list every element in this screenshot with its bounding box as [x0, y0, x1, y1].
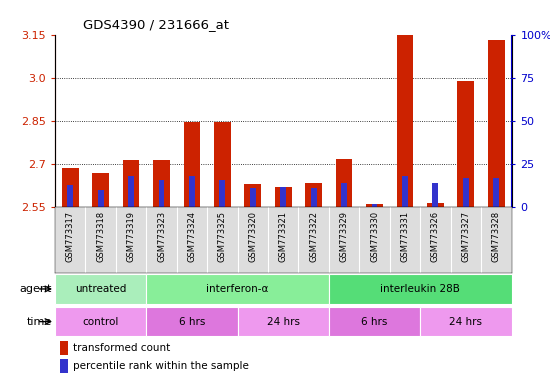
Bar — [62, 169, 79, 207]
Bar — [311, 188, 317, 207]
Text: GSM773321: GSM773321 — [279, 210, 288, 262]
Text: GSM773322: GSM773322 — [309, 210, 318, 262]
Text: GSM773317: GSM773317 — [65, 210, 75, 262]
Bar — [219, 180, 226, 207]
Bar — [244, 184, 261, 207]
Bar — [329, 274, 512, 304]
Bar — [123, 160, 140, 207]
Bar — [305, 183, 322, 207]
Text: 6 hrs: 6 hrs — [179, 316, 205, 327]
Text: 24 hrs: 24 hrs — [267, 316, 300, 327]
Bar — [98, 190, 103, 207]
Bar — [397, 35, 414, 207]
Bar — [336, 159, 353, 207]
Text: GSM773320: GSM773320 — [248, 210, 257, 262]
Text: GSM773327: GSM773327 — [461, 210, 470, 262]
Text: GSM773318: GSM773318 — [96, 210, 105, 262]
Bar — [146, 274, 329, 304]
Bar — [488, 40, 505, 207]
Bar — [458, 81, 474, 207]
Bar — [153, 160, 170, 207]
Text: interleukin 28B: interleukin 28B — [380, 284, 460, 294]
Bar — [341, 183, 347, 207]
Bar — [366, 204, 383, 207]
Bar — [59, 359, 68, 373]
Bar — [146, 307, 238, 336]
Text: transformed count: transformed count — [73, 343, 170, 353]
Bar — [92, 173, 109, 207]
Bar — [189, 176, 195, 207]
Text: 24 hrs: 24 hrs — [449, 316, 482, 327]
Text: untreated: untreated — [75, 284, 127, 294]
Bar — [463, 178, 469, 207]
Bar — [329, 307, 420, 336]
Text: GSM773324: GSM773324 — [188, 210, 196, 262]
Bar — [432, 183, 438, 207]
Text: GSM773323: GSM773323 — [157, 210, 166, 262]
Bar — [55, 274, 146, 304]
Bar — [372, 204, 377, 207]
Bar — [214, 122, 231, 207]
Bar — [275, 187, 292, 207]
Bar — [493, 178, 499, 207]
Text: GSM773319: GSM773319 — [126, 210, 136, 262]
Text: GSM773328: GSM773328 — [492, 210, 501, 262]
Text: 6 hrs: 6 hrs — [361, 316, 388, 327]
Text: GSM773330: GSM773330 — [370, 210, 379, 262]
Text: time: time — [27, 316, 52, 327]
Bar — [402, 176, 408, 207]
Bar — [128, 176, 134, 207]
Bar — [67, 185, 73, 207]
Text: GSM773329: GSM773329 — [339, 210, 349, 262]
Bar — [280, 187, 286, 207]
Bar — [238, 307, 329, 336]
Text: GSM773326: GSM773326 — [431, 210, 440, 262]
Bar — [55, 307, 146, 336]
Bar — [420, 307, 512, 336]
Bar — [59, 341, 68, 355]
Bar — [184, 121, 200, 207]
Bar — [158, 180, 164, 207]
Text: GSM773331: GSM773331 — [400, 210, 410, 262]
Bar — [250, 188, 256, 207]
Text: GSM773325: GSM773325 — [218, 210, 227, 262]
Text: percentile rank within the sample: percentile rank within the sample — [73, 361, 249, 371]
Text: agent: agent — [20, 284, 52, 294]
Text: interferon-α: interferon-α — [206, 284, 269, 294]
Bar — [427, 203, 444, 207]
Text: control: control — [82, 316, 119, 327]
Text: GDS4390 / 231666_at: GDS4390 / 231666_at — [82, 18, 228, 31]
